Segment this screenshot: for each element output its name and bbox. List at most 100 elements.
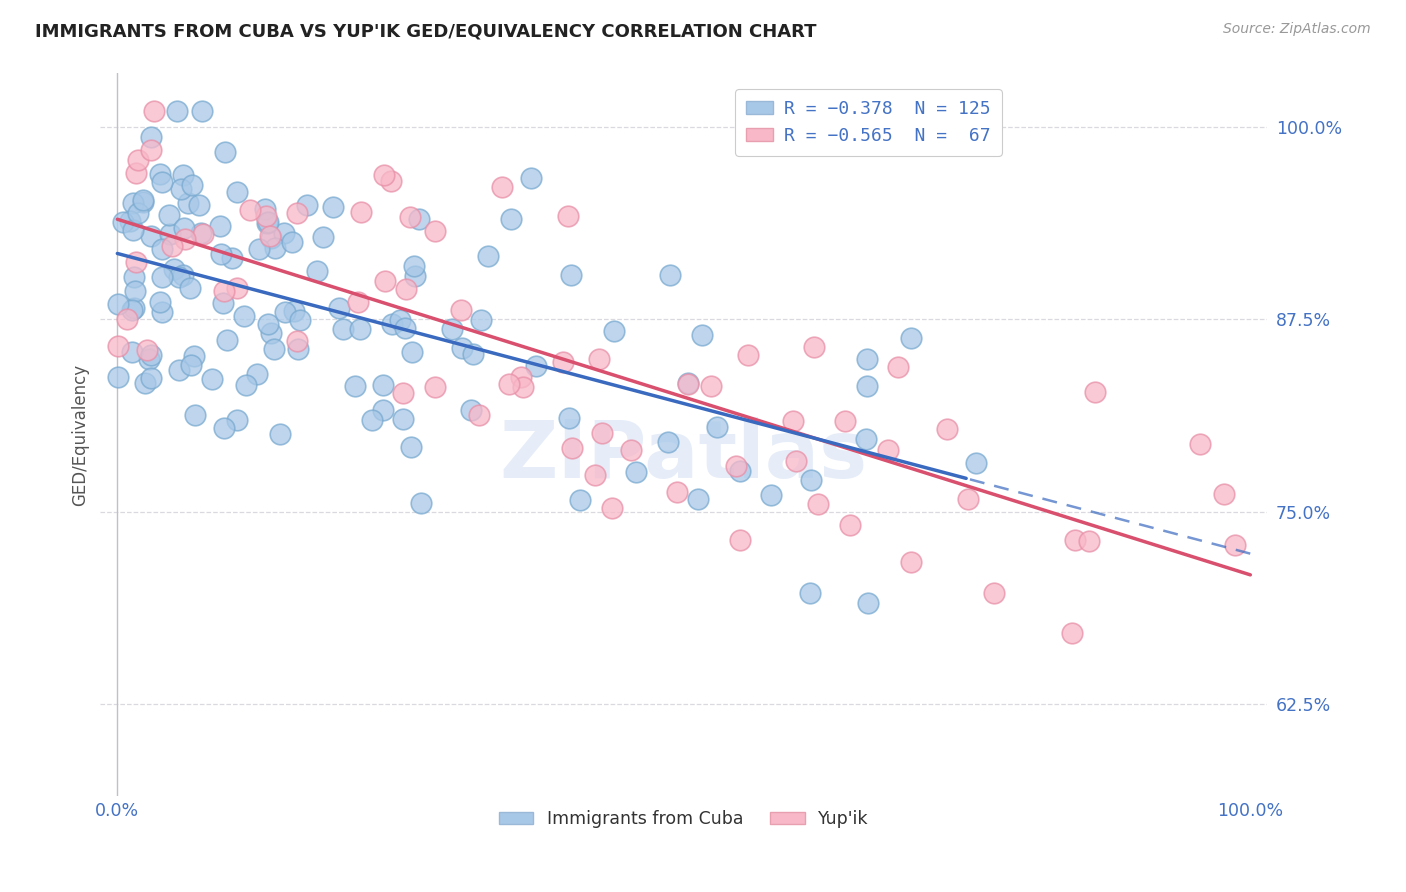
Point (139, 229, 162, 244)
Point (1212, 487, 1234, 501)
Point (259, 229, 281, 244)
Point (561, 441, 583, 455)
Point (404, 268, 426, 283)
Point (212, 284, 235, 298)
Point (1084, 385, 1107, 400)
Point (226, 185, 249, 199)
Point (127, 153, 149, 167)
Point (332, 322, 354, 336)
Point (179, 281, 201, 295)
Point (256, 216, 278, 230)
Point (180, 359, 202, 373)
Point (512, 380, 534, 394)
Point (557, 210, 579, 224)
Point (900, 555, 922, 569)
Point (520, 170, 543, 185)
Point (150, 175, 173, 189)
Point (761, 488, 783, 502)
Point (1064, 533, 1087, 548)
Point (150, 242, 173, 256)
Point (360, 413, 382, 427)
Point (700, 379, 723, 393)
Point (440, 322, 463, 336)
Point (169, 181, 191, 195)
Point (225, 413, 247, 427)
Point (686, 491, 709, 506)
Point (208, 219, 231, 233)
Point (401, 440, 423, 454)
Text: ZIPatlas: ZIPatlas (499, 417, 868, 495)
Point (107, 296, 129, 310)
Point (728, 533, 751, 547)
Point (725, 458, 748, 473)
Point (620, 442, 643, 457)
Point (676, 376, 699, 391)
Point (172, 168, 194, 182)
Point (558, 411, 581, 425)
Point (855, 433, 877, 447)
Point (460, 402, 482, 417)
Point (184, 408, 207, 422)
Point (221, 251, 243, 265)
Point (706, 419, 728, 434)
Point (491, 179, 513, 194)
Point (121, 302, 143, 317)
Point (373, 378, 395, 392)
Point (311, 229, 333, 244)
Point (212, 420, 235, 434)
Point (392, 386, 415, 401)
Point (149, 294, 172, 309)
Point (125, 166, 148, 180)
Point (180, 178, 202, 192)
Point (107, 339, 129, 353)
Point (167, 363, 190, 377)
Point (239, 202, 262, 217)
Point (134, 376, 156, 391)
Point (111, 215, 134, 229)
Point (132, 194, 155, 209)
Point (510, 370, 533, 384)
Point (187, 198, 209, 212)
Point (122, 196, 145, 211)
Point (657, 435, 679, 450)
Y-axis label: GED/Equivalency: GED/Equivalency (72, 364, 89, 506)
Point (173, 232, 195, 246)
Point (856, 352, 879, 367)
Point (322, 200, 344, 214)
Point (678, 376, 700, 390)
Point (295, 198, 318, 212)
Point (389, 313, 412, 327)
Point (800, 473, 823, 487)
Point (201, 372, 224, 386)
Point (499, 211, 522, 226)
Point (568, 493, 591, 508)
Point (191, 104, 214, 119)
Point (583, 468, 606, 483)
Point (498, 377, 520, 392)
Point (1225, 537, 1247, 551)
Point (392, 412, 415, 426)
Point (626, 466, 648, 480)
Point (349, 322, 371, 336)
Point (404, 259, 426, 273)
Point (401, 345, 423, 359)
Point (247, 243, 270, 257)
Point (125, 255, 148, 269)
Point (254, 209, 277, 223)
Point (785, 454, 807, 468)
Point (799, 586, 821, 600)
Point (737, 348, 759, 362)
Point (877, 442, 900, 457)
Point (273, 227, 295, 241)
Point (191, 227, 214, 242)
Point (665, 485, 688, 500)
Point (467, 408, 489, 422)
Point (235, 377, 257, 392)
Point (176, 195, 198, 210)
Point (214, 145, 236, 159)
Point (285, 334, 308, 349)
Point (132, 193, 155, 207)
Point (1188, 436, 1211, 450)
Point (257, 317, 280, 331)
Point (591, 425, 613, 440)
